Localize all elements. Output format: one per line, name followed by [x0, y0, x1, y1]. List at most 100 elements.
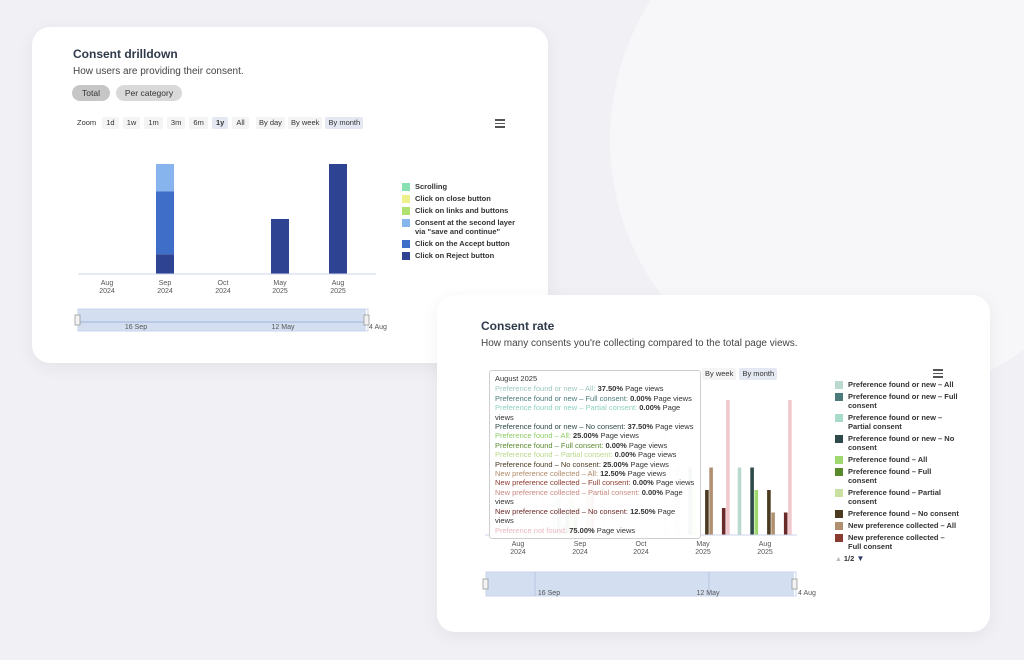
tooltip-row-label: Preference found or new – No consent — [495, 422, 624, 432]
grouping-toolbar: By week By month — [702, 368, 778, 380]
bar[interactable] — [750, 467, 754, 536]
legend-item[interactable]: Click on links and buttons — [402, 206, 522, 215]
legend-swatch — [402, 239, 410, 248]
zoom-1m-button[interactable]: 1m — [144, 117, 163, 129]
navigator-right-handle[interactable] — [363, 314, 370, 326]
legend-swatch — [835, 521, 843, 530]
navigator-left-handle[interactable] — [74, 314, 81, 326]
legend-item[interactable]: Click on Reject button — [402, 251, 522, 260]
legend-item[interactable]: Preference found or new – All — [835, 380, 960, 389]
by-week-button[interactable]: By week — [702, 368, 737, 380]
zoom-6m-button[interactable]: 6m — [189, 117, 208, 129]
legend-next-icon[interactable]: ▼ — [854, 554, 865, 563]
legend-swatch — [835, 413, 843, 422]
legend-item[interactable]: New preference collected – All — [835, 521, 960, 530]
navigator-label: 16 Sep — [125, 324, 147, 331]
tooltip-row-unit: Page views — [495, 487, 683, 507]
by-week-button[interactable]: By week — [288, 117, 323, 129]
tooltip-row-label: Preference found – Partial consent — [495, 450, 611, 460]
legend-item[interactable]: Consent at the second layer via "save an… — [402, 218, 522, 236]
legend-item[interactable]: Preference found or new – Partial consen… — [835, 413, 960, 431]
navigator-left-handle[interactable] — [482, 578, 489, 590]
bar[interactable] — [754, 490, 759, 535]
legend-pager[interactable]: ▲ 1/2 ▼ — [835, 554, 960, 563]
legend-item[interactable]: Scrolling — [402, 182, 522, 191]
tooltip-row-unit: Page views — [628, 440, 668, 450]
bar-segment[interactable] — [156, 191, 174, 255]
hamburger-menu-icon[interactable] — [495, 119, 505, 130]
by-day-button[interactable]: By day — [256, 117, 285, 129]
tooltip-row-value: 0.00% — [605, 440, 627, 450]
legend-item[interactable]: Click on close button — [402, 194, 522, 203]
bar-segment[interactable] — [156, 164, 174, 192]
legend-label: Preference found or new – All — [848, 380, 954, 389]
tab-total[interactable]: Total — [72, 85, 110, 101]
zoom-1w-button[interactable]: 1w — [122, 117, 141, 129]
tooltip-row-value: 25.00% — [572, 431, 599, 441]
x-tick-label: Oct 2024 — [633, 541, 649, 556]
navigator-label: 4 Aug — [369, 324, 387, 331]
bar-segment[interactable] — [156, 254, 174, 274]
bar-segment[interactable] — [329, 164, 347, 274]
tab-per-category[interactable]: Per category — [116, 85, 182, 101]
tooltip-row: Preference found – All: 25.00% Page view… — [495, 431, 639, 441]
legend-item[interactable]: Preference found or new – No consent — [835, 434, 960, 452]
legend-item[interactable]: Preference found or new – Full consent — [835, 392, 960, 410]
by-month-button[interactable]: By month — [739, 368, 778, 380]
hamburger-menu-icon[interactable] — [933, 369, 943, 380]
bar[interactable] — [783, 512, 788, 536]
legend-item[interactable]: Preference found – Partial consent — [835, 488, 960, 506]
navigator[interactable]: 16 Sep 12 May 4 Aug — [482, 571, 816, 597]
bar[interactable] — [709, 467, 713, 536]
tooltip-row: New preference collected – No consent: 1… — [495, 506, 676, 526]
bar[interactable] — [771, 512, 775, 536]
legend-item[interactable]: New preference collected – Full consent — [835, 533, 960, 551]
legend-label: Preference found – Full consent — [848, 467, 932, 485]
bar-segment[interactable] — [271, 219, 289, 274]
bar[interactable] — [705, 490, 709, 535]
bar[interactable] — [767, 490, 771, 535]
navigator-right-handle[interactable] — [791, 578, 798, 590]
bar[interactable] — [726, 400, 730, 535]
legend-swatch — [402, 206, 410, 215]
zoom-1y-button[interactable]: 1y — [211, 117, 229, 129]
legend-item[interactable]: Click on the Accept button — [402, 239, 522, 248]
x-tick-label: Sep 2024 — [157, 280, 173, 295]
tooltip-row: New preference collected – All: 12.50% P… — [495, 469, 666, 479]
x-tick-label: Aug 2024 — [99, 280, 115, 295]
legend-swatch — [835, 488, 843, 497]
tooltip-row: Preference not found: 75.00% Page views — [495, 525, 636, 535]
tooltip-row: Preference found or new – Partial consen… — [495, 403, 681, 422]
legend-swatch — [835, 509, 843, 518]
bar[interactable] — [737, 467, 742, 536]
card-subtitle: How users are providing their consent. — [73, 66, 244, 77]
zoom-3m-button[interactable]: 3m — [166, 117, 186, 129]
tooltip-row-unit: Page views — [655, 478, 695, 488]
legend-item[interactable]: Preference found – Full consent — [835, 467, 960, 485]
tooltip-row-value: 37.50% — [627, 422, 654, 432]
tooltip-row-value: 12.50% — [630, 506, 656, 516]
legend-label: Consent at the second layer via "save an… — [415, 218, 516, 236]
tooltip-row: Preference found – Full consent: 0.00% P… — [495, 440, 668, 450]
by-month-button[interactable]: By month — [325, 117, 364, 129]
x-tick-label: May 2025 — [272, 280, 288, 295]
x-tick-label: Aug 2025 — [757, 541, 773, 556]
tooltip-row-label: Preference found or new – Partial consen… — [495, 403, 636, 413]
legend-swatch — [835, 434, 843, 443]
navigator-range[interactable] — [78, 309, 366, 331]
navigator-range[interactable] — [486, 572, 794, 596]
legend-prev-icon[interactable]: ▲ — [835, 556, 844, 563]
navigator[interactable]: 16 Sep 12 May 4 Aug — [74, 308, 387, 332]
bar[interactable] — [788, 400, 792, 535]
legend-item[interactable]: Preference found – No consent — [835, 509, 960, 518]
x-tick-label: Sep 2024 — [572, 541, 588, 556]
bar[interactable] — [721, 508, 726, 535]
tooltip-row: Preference found or new – All: 37.50% Pa… — [495, 384, 664, 394]
legend-page-indicator: 1/2 — [843, 554, 855, 563]
legend-swatch — [402, 194, 410, 203]
zoom-all-button[interactable]: All — [232, 117, 249, 129]
legend-label: Preference found – Partial consent — [848, 488, 941, 506]
tooltip-row-unit: Page views — [625, 384, 664, 394]
zoom-1d-button[interactable]: 1d — [102, 117, 119, 129]
legend-item[interactable]: Preference found – All — [835, 455, 960, 464]
